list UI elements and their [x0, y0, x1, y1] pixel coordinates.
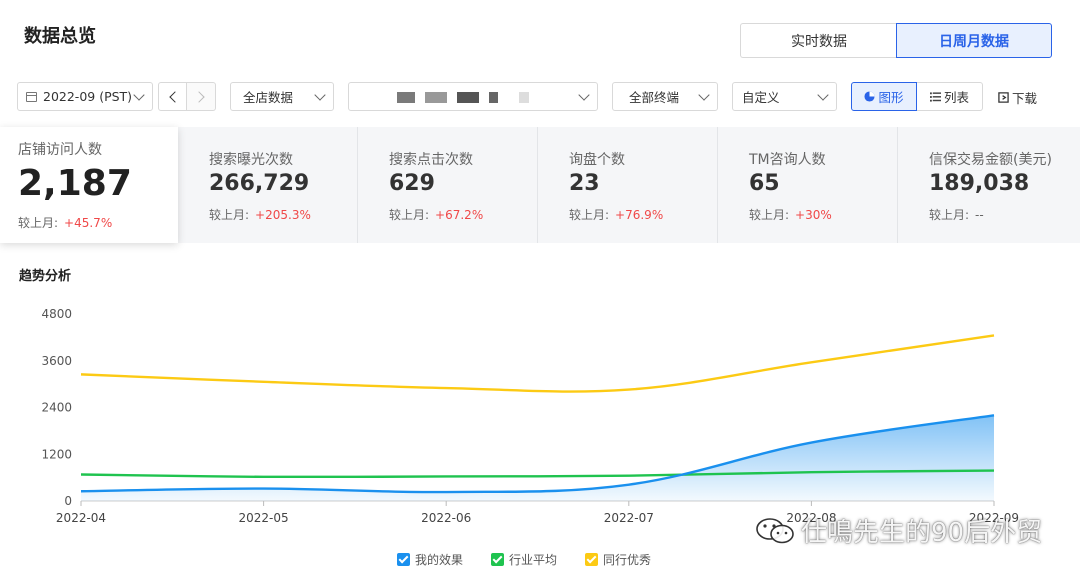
kpi-value: 189,038: [929, 171, 1030, 196]
kpi-label: 搜索点击次数: [389, 152, 473, 168]
date-picker[interactable]: 2022-09 (PST): [17, 82, 153, 111]
legend-item-mine[interactable]: 我的效果: [397, 551, 463, 568]
series-area-mine: [81, 415, 994, 501]
series-line-peer-top: [80, 334, 995, 393]
pie-chart-icon: [864, 91, 876, 102]
redacted-text: [519, 92, 529, 103]
chevron-left-icon: [169, 91, 181, 103]
series-line-industry-avg: [80, 469, 995, 479]
kpi-strip: [0, 127, 1080, 243]
kpi-card-inquiries[interactable]: 询盘个数 23 较上月: +76.9%: [537, 127, 717, 243]
chevron-down-icon: [698, 89, 710, 101]
legend-label: 行业平均: [509, 553, 558, 567]
page-title: 数据总览: [24, 26, 96, 47]
legend-label: 同行优秀: [603, 553, 652, 567]
legend-item-industry-avg[interactable]: 行业平均: [491, 551, 557, 568]
download-label: 下载: [1012, 91, 1038, 106]
chart-view-button[interactable]: 图形: [851, 82, 917, 111]
redacted-text: [425, 92, 447, 103]
product-select[interactable]: [348, 82, 598, 111]
calendar-icon: [26, 91, 37, 102]
download-button[interactable]: 下载: [998, 88, 1037, 107]
kpi-card-store-visitors[interactable]: 店铺访问人数 2,187 较上月: +45.7%: [0, 127, 178, 243]
redacted-text: [397, 92, 415, 103]
kpi-card-search-clicks[interactable]: 搜索点击次数 629 较上月: +67.2%: [357, 127, 537, 243]
y-tick-label: 1200: [41, 447, 72, 461]
watermark: 仕鳴先生的90后外贸: [755, 512, 1042, 549]
kpi-compare: 较上月: +205.3%: [209, 208, 311, 222]
kpi-card-search-impressions[interactable]: 搜索曝光次数 266,729 较上月: +205.3%: [191, 127, 357, 243]
x-tick-label: 2022-04: [56, 511, 106, 525]
redacted-text: [457, 92, 479, 103]
store-select[interactable]: 全店数据: [230, 82, 334, 111]
wechat-icon: [756, 517, 794, 543]
x-tick-label: 2022-05: [239, 511, 289, 525]
prev-month-button[interactable]: [158, 82, 187, 111]
checkbox-icon: [585, 553, 598, 566]
store-value: 全店数据: [243, 90, 294, 105]
terminal-value: 全部终端: [629, 90, 680, 105]
list-view-button[interactable]: 列表: [917, 82, 983, 111]
list-icon: [929, 91, 941, 102]
range-select[interactable]: 自定义: [732, 82, 837, 111]
kpi-label: TM咨询人数: [749, 152, 826, 168]
kpi-value: 629: [389, 171, 435, 196]
kpi-compare: 较上月: +67.2%: [389, 208, 484, 222]
kpi-label: 店铺访问人数: [18, 142, 102, 158]
kpi-value: 2,187: [18, 163, 132, 204]
chevron-down-icon: [314, 89, 326, 101]
kpi-compare: 较上月: +30%: [749, 208, 832, 222]
download-icon: [998, 92, 1009, 103]
legend-item-peer-top[interactable]: 同行优秀: [585, 551, 651, 568]
y-tick-label: 0: [64, 494, 72, 508]
x-tick-label: 2022-07: [604, 511, 654, 525]
trend-title: 趋势分析: [19, 269, 72, 284]
chevron-down-icon: [578, 89, 590, 101]
kpi-value: 266,729: [209, 171, 310, 196]
trend-chart: 0 1200 2400 3600 4800 2022-04 2022-05 2022-06 20…: [41, 307, 1019, 525]
kpi-label: 搜索曝光次数: [209, 152, 293, 168]
range-value: 自定义: [742, 90, 780, 105]
series-line-mine: [80, 414, 995, 494]
checkbox-icon: [491, 553, 504, 566]
kpi-value: 65: [749, 171, 780, 196]
kpi-label: 信保交易金额(美元): [929, 152, 1052, 168]
kpi-card-trade-assurance[interactable]: 信保交易金额(美元) 189,038 较上月: --: [897, 127, 1080, 243]
y-tick-label: 3600: [41, 354, 72, 368]
x-tick-label: 2022-06: [421, 511, 471, 525]
kpi-compare: 较上月: --: [929, 208, 984, 222]
chevron-right-icon: [193, 91, 205, 103]
realtime-data-tab[interactable]: 实时数据: [740, 23, 897, 58]
kpi-value: 23: [569, 171, 600, 196]
terminal-select[interactable]: 全部终端: [612, 82, 718, 111]
watermark-text: 仕鳴先生的90后外贸: [801, 518, 1043, 548]
next-month-button[interactable]: [187, 82, 216, 111]
legend-label: 我的效果: [415, 553, 464, 567]
redacted-text: [489, 92, 498, 103]
kpi-compare: 较上月: +76.9%: [569, 208, 664, 222]
kpi-label: 询盘个数: [569, 152, 625, 168]
y-tick-label: 2400: [41, 401, 72, 415]
chevron-down-icon: [817, 89, 829, 101]
kpi-compare: 较上月: +45.7%: [18, 216, 113, 230]
chart-view-label: 图形: [878, 90, 904, 105]
list-view-label: 列表: [943, 90, 969, 105]
date-value: 2022-09 (PST): [43, 89, 133, 104]
period-data-tab[interactable]: 日周月数据: [896, 23, 1052, 58]
y-tick-label: 4800: [41, 307, 72, 321]
x-tick-label: 2022-09: [969, 511, 1019, 525]
x-tick-label: 2022-08: [786, 511, 836, 525]
kpi-card-tm-consults[interactable]: TM咨询人数 65 较上月: +30%: [717, 127, 897, 243]
checkbox-icon: [397, 553, 410, 566]
chevron-down-icon: [133, 89, 145, 101]
